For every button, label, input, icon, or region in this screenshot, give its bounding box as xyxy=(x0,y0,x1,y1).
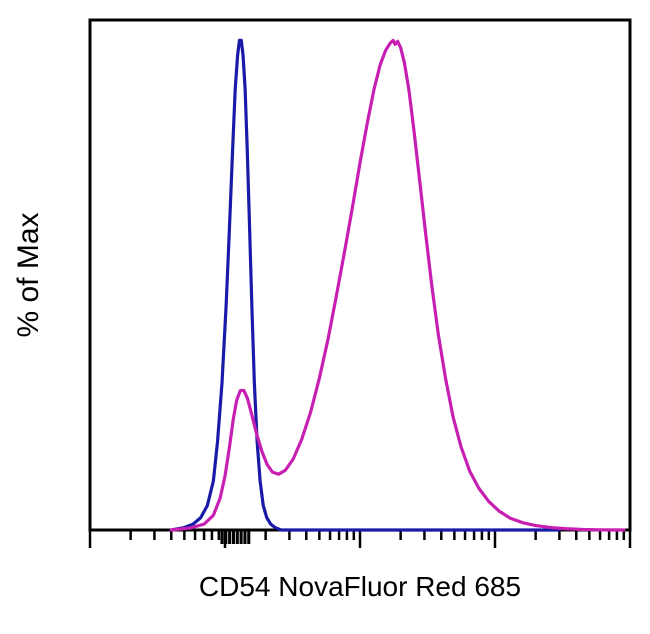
chart-svg: % of Max CD54 NovaFluor Red 685 xyxy=(0,0,650,634)
histogram-chart: % of Max CD54 NovaFluor Red 685 xyxy=(0,0,650,634)
y-axis-label: % of Max xyxy=(12,212,45,337)
x-axis-ticks xyxy=(90,530,630,548)
x-axis-label: CD54 NovaFluor Red 685 xyxy=(199,571,521,602)
series-stained xyxy=(171,40,624,530)
plot-frame xyxy=(90,20,630,530)
histogram-series xyxy=(171,40,624,530)
